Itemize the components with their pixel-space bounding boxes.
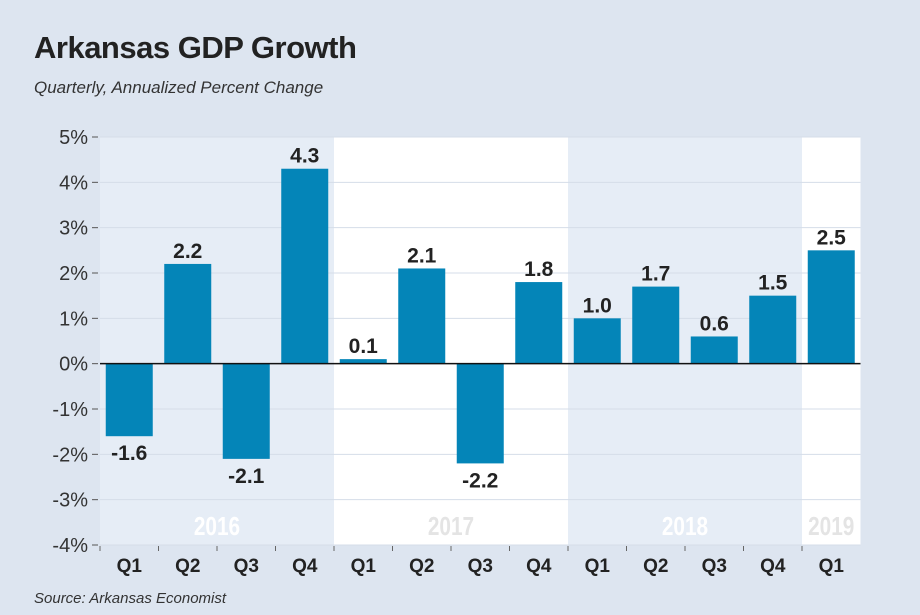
- year-label: 2018: [662, 512, 708, 541]
- x-tick-label: Q1: [819, 556, 845, 577]
- y-tick-label: 0%: [59, 354, 88, 376]
- bar: [398, 268, 446, 364]
- bar: [222, 363, 270, 459]
- y-tick-label: 5%: [59, 127, 88, 149]
- bar: [807, 250, 855, 364]
- y-tick-label: 4%: [59, 172, 88, 194]
- data-label: 1.8: [524, 258, 554, 281]
- bar: [105, 363, 153, 437]
- x-tick-label: Q4: [760, 556, 786, 577]
- x-tick-label: Q1: [351, 556, 377, 577]
- y-tick-label: 3%: [59, 218, 88, 240]
- y-tick-label: -4%: [52, 535, 88, 557]
- x-tick-label: Q3: [468, 556, 493, 577]
- year-label: 2017: [428, 512, 474, 541]
- bar: [573, 318, 621, 364]
- data-label: 2.2: [173, 240, 202, 263]
- y-tick-label: -3%: [52, 490, 88, 512]
- bar: [749, 295, 797, 364]
- data-label: 0.6: [700, 312, 729, 335]
- y-tick-label: 1%: [59, 308, 88, 330]
- y-tick-label: -1%: [52, 399, 88, 421]
- x-tick-label: Q2: [643, 556, 668, 577]
- bar: [456, 363, 504, 464]
- bar: [339, 359, 387, 364]
- y-tick-label: -2%: [52, 444, 88, 466]
- data-label: 2.5: [817, 226, 847, 249]
- x-tick-label: Q2: [175, 556, 200, 577]
- x-tick-label: Q4: [292, 556, 318, 577]
- x-tick-label: Q4: [526, 556, 552, 577]
- data-label: -2.1: [228, 465, 265, 488]
- bar: [164, 263, 212, 364]
- data-label: 1.0: [583, 294, 612, 317]
- x-tick-label: Q1: [117, 556, 143, 577]
- bar: [281, 168, 329, 364]
- data-label: 2.1: [407, 244, 437, 267]
- x-tick-label: Q3: [234, 556, 259, 577]
- year-label: 2016: [194, 512, 240, 541]
- bar: [515, 282, 563, 364]
- bar: [632, 286, 680, 364]
- chart-title: Arkansas GDP Growth: [34, 30, 357, 65]
- data-label: 0.1: [349, 335, 379, 358]
- x-tick-label: Q3: [702, 556, 727, 577]
- year-label: 2019: [808, 512, 854, 541]
- data-label: 4.3: [290, 145, 319, 168]
- data-label: -2.2: [462, 469, 498, 492]
- x-tick-label: Q2: [409, 556, 434, 577]
- data-label: 1.5: [758, 272, 788, 295]
- x-tick-label: Q1: [585, 556, 611, 577]
- source-note: Source: Arkansas Economist: [34, 590, 227, 607]
- y-tick-label: 2%: [59, 263, 88, 285]
- data-label: -1.6: [111, 442, 147, 465]
- chart-subtitle: Quarterly, Annualized Percent Change: [34, 78, 324, 97]
- bar: [690, 336, 738, 364]
- data-label: 1.7: [641, 263, 670, 286]
